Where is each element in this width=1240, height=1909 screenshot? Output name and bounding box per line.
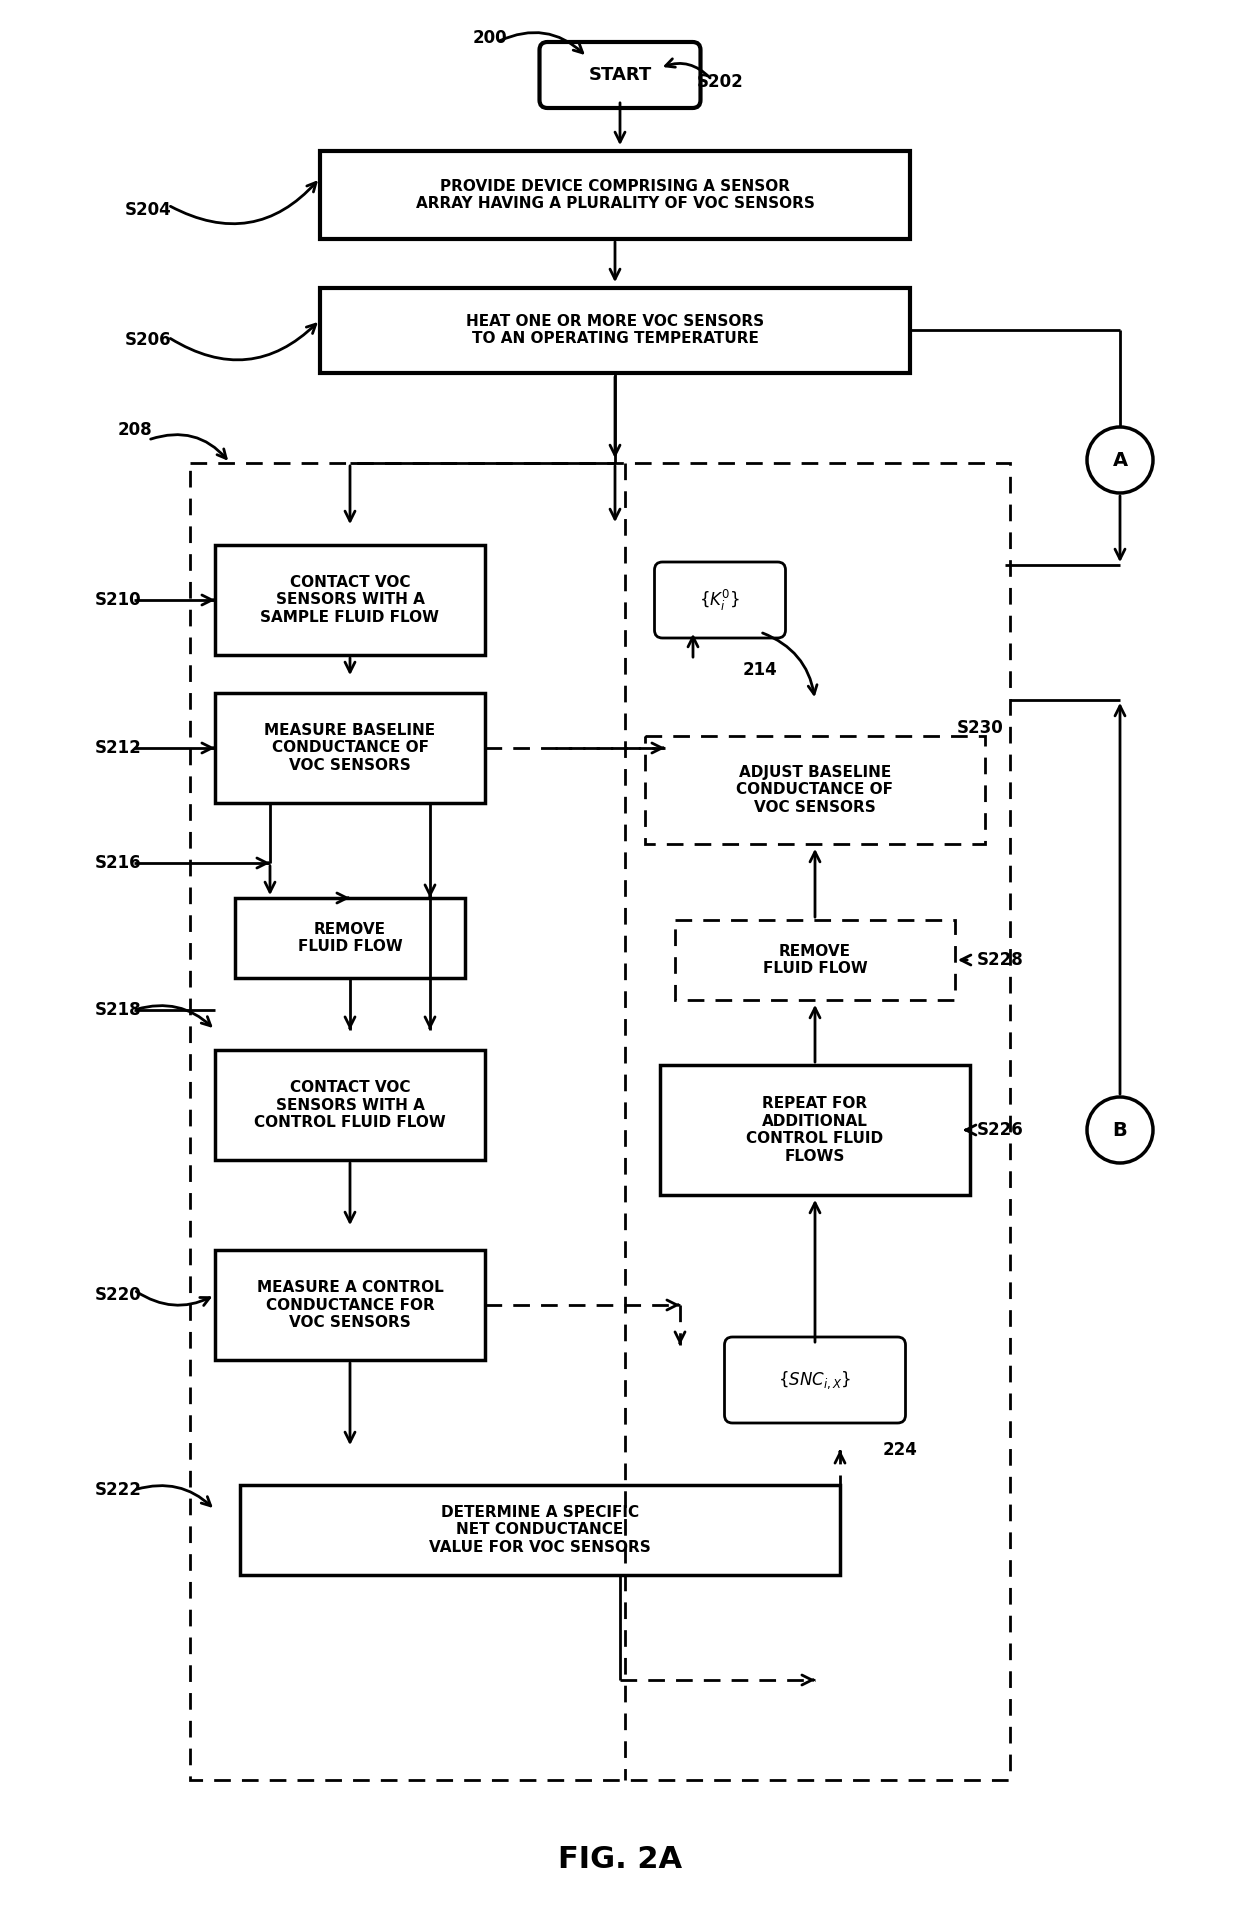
Text: S218: S218 <box>94 1000 141 1019</box>
Text: $\{K_i^0\}$: $\{K_i^0\}$ <box>699 588 740 613</box>
Text: S212: S212 <box>94 739 141 758</box>
Text: S216: S216 <box>94 853 141 872</box>
Text: $\{SNC_{i,X}\}$: $\{SNC_{i,X}\}$ <box>779 1369 852 1392</box>
Bar <box>236 897 465 977</box>
Text: 224: 224 <box>883 1441 918 1458</box>
Text: S210: S210 <box>94 592 141 609</box>
Text: S220: S220 <box>94 1287 141 1304</box>
Bar <box>241 1485 839 1575</box>
Text: REMOVE
FLUID FLOW: REMOVE FLUID FLOW <box>298 922 402 954</box>
Text: A: A <box>1112 451 1127 470</box>
Text: B: B <box>1112 1121 1127 1140</box>
Bar <box>215 693 485 804</box>
Text: HEAT ONE OR MORE VOC SENSORS
TO AN OPERATING TEMPERATURE: HEAT ONE OR MORE VOC SENSORS TO AN OPERA… <box>466 313 764 346</box>
FancyBboxPatch shape <box>539 42 701 109</box>
Text: S226: S226 <box>977 1121 1023 1140</box>
Text: S222: S222 <box>94 1481 141 1499</box>
Bar <box>645 737 985 844</box>
Text: CONTACT VOC
SENSORS WITH A
CONTROL FLUID FLOW: CONTACT VOC SENSORS WITH A CONTROL FLUID… <box>254 1080 446 1130</box>
Text: MEASURE A CONTROL
CONDUCTANCE FOR
VOC SENSORS: MEASURE A CONTROL CONDUCTANCE FOR VOC SE… <box>257 1281 444 1331</box>
Text: PROVIDE DEVICE COMPRISING A SENSOR
ARRAY HAVING A PLURALITY OF VOC SENSORS: PROVIDE DEVICE COMPRISING A SENSOR ARRAY… <box>415 179 815 212</box>
Text: S206: S206 <box>125 330 171 349</box>
Text: FIG. 2A: FIG. 2A <box>558 1846 682 1875</box>
Bar <box>660 1065 970 1195</box>
Bar <box>215 1050 485 1161</box>
Bar <box>320 288 910 372</box>
Text: S230: S230 <box>956 720 1003 737</box>
Text: 200: 200 <box>472 29 507 48</box>
Text: S202: S202 <box>697 73 743 92</box>
Text: 214: 214 <box>743 661 777 680</box>
Bar <box>190 464 1011 1779</box>
FancyBboxPatch shape <box>724 1336 905 1422</box>
Text: START: START <box>588 67 652 84</box>
Text: REMOVE
FLUID FLOW: REMOVE FLUID FLOW <box>763 943 867 975</box>
Text: S228: S228 <box>977 951 1023 970</box>
Bar <box>215 544 485 655</box>
Text: REPEAT FOR
ADDITIONAL
CONTROL FLUID
FLOWS: REPEAT FOR ADDITIONAL CONTROL FLUID FLOW… <box>746 1096 884 1164</box>
Text: ADJUST BASELINE
CONDUCTANCE OF
VOC SENSORS: ADJUST BASELINE CONDUCTANCE OF VOC SENSO… <box>737 766 894 815</box>
Bar <box>675 920 955 1000</box>
Text: CONTACT VOC
SENSORS WITH A
SAMPLE FLUID FLOW: CONTACT VOC SENSORS WITH A SAMPLE FLUID … <box>260 575 439 624</box>
FancyBboxPatch shape <box>655 561 785 638</box>
Bar <box>215 1250 485 1359</box>
Text: 208: 208 <box>118 422 153 439</box>
Bar <box>320 151 910 239</box>
Text: MEASURE BASELINE
CONDUCTANCE OF
VOC SENSORS: MEASURE BASELINE CONDUCTANCE OF VOC SENS… <box>264 724 435 773</box>
Text: DETERMINE A SPECIFIC
NET CONDUCTANCE
VALUE FOR VOC SENSORS: DETERMINE A SPECIFIC NET CONDUCTANCE VAL… <box>429 1504 651 1556</box>
Text: S204: S204 <box>125 200 171 220</box>
